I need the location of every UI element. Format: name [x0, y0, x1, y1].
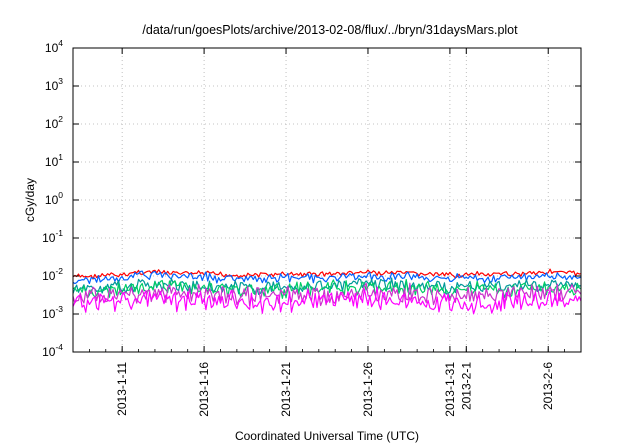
x-tick-label: 2013-2-6 [541, 362, 555, 410]
grid [73, 48, 581, 352]
y-tick-base: 10 [45, 155, 59, 169]
y-tick-exponent: -2 [55, 266, 63, 276]
x-tick-label: 2013-1-11 [115, 362, 129, 416]
x-axis-ticks: 2013-1-11 2013-1-16 2013-1-21 2013-1-26 2013… [72, 48, 566, 417]
y-tick-base: 10 [42, 269, 56, 283]
series-line [72, 270, 582, 285]
series-line [72, 268, 582, 280]
y-tick-base: 10 [42, 231, 56, 245]
series-group [72, 268, 582, 315]
y-tick-exponent: 1 [58, 152, 63, 162]
x-tick-label: 2013-1-26 [361, 362, 375, 417]
y-tick-label: 101 [45, 152, 63, 169]
y-tick-base: 10 [45, 117, 59, 131]
chart-title: /data/run/goesPlots/archive/2013-02-08/f… [142, 23, 518, 37]
y-tick-base: 10 [45, 193, 59, 207]
series-line [72, 282, 582, 307]
series-line [72, 279, 582, 299]
y-tick-exponent: -3 [55, 304, 63, 314]
x-axis-label: Coordinated Universal Time (UTC) [235, 429, 419, 443]
y-tick-label: 100 [45, 190, 63, 207]
y-tick-exponent: 2 [58, 114, 63, 124]
y-tick-base: 10 [42, 307, 56, 321]
x-tick-label: 2013-1-16 [197, 362, 211, 417]
y-tick-label: 103 [45, 76, 63, 93]
x-tick-label: 2013-1-31 [443, 362, 457, 417]
y-axis-label: cGy/day [23, 178, 37, 222]
y-tick-label: 102 [45, 114, 63, 131]
y-tick-base: 10 [45, 41, 59, 55]
y-tick-exponent: 4 [58, 38, 63, 48]
x-tick-label: 2013-1-21 [279, 362, 293, 417]
y-tick-label: 10-2 [42, 266, 63, 283]
y-tick-exponent: -4 [55, 342, 63, 352]
x-tick-label: 2013-2-1 [459, 362, 473, 410]
y-tick-label: 104 [45, 38, 63, 55]
y-tick-label: 10-1 [42, 228, 63, 245]
y-tick-base: 10 [42, 345, 56, 359]
y-tick-exponent: -1 [55, 228, 63, 238]
series-line [72, 286, 582, 315]
y-tick-label: 10-4 [42, 342, 63, 359]
y-tick-exponent: 0 [58, 190, 63, 200]
y-tick-label: 10-3 [42, 304, 63, 321]
y-tick-exponent: 3 [58, 76, 63, 86]
y-tick-base: 10 [45, 79, 59, 93]
